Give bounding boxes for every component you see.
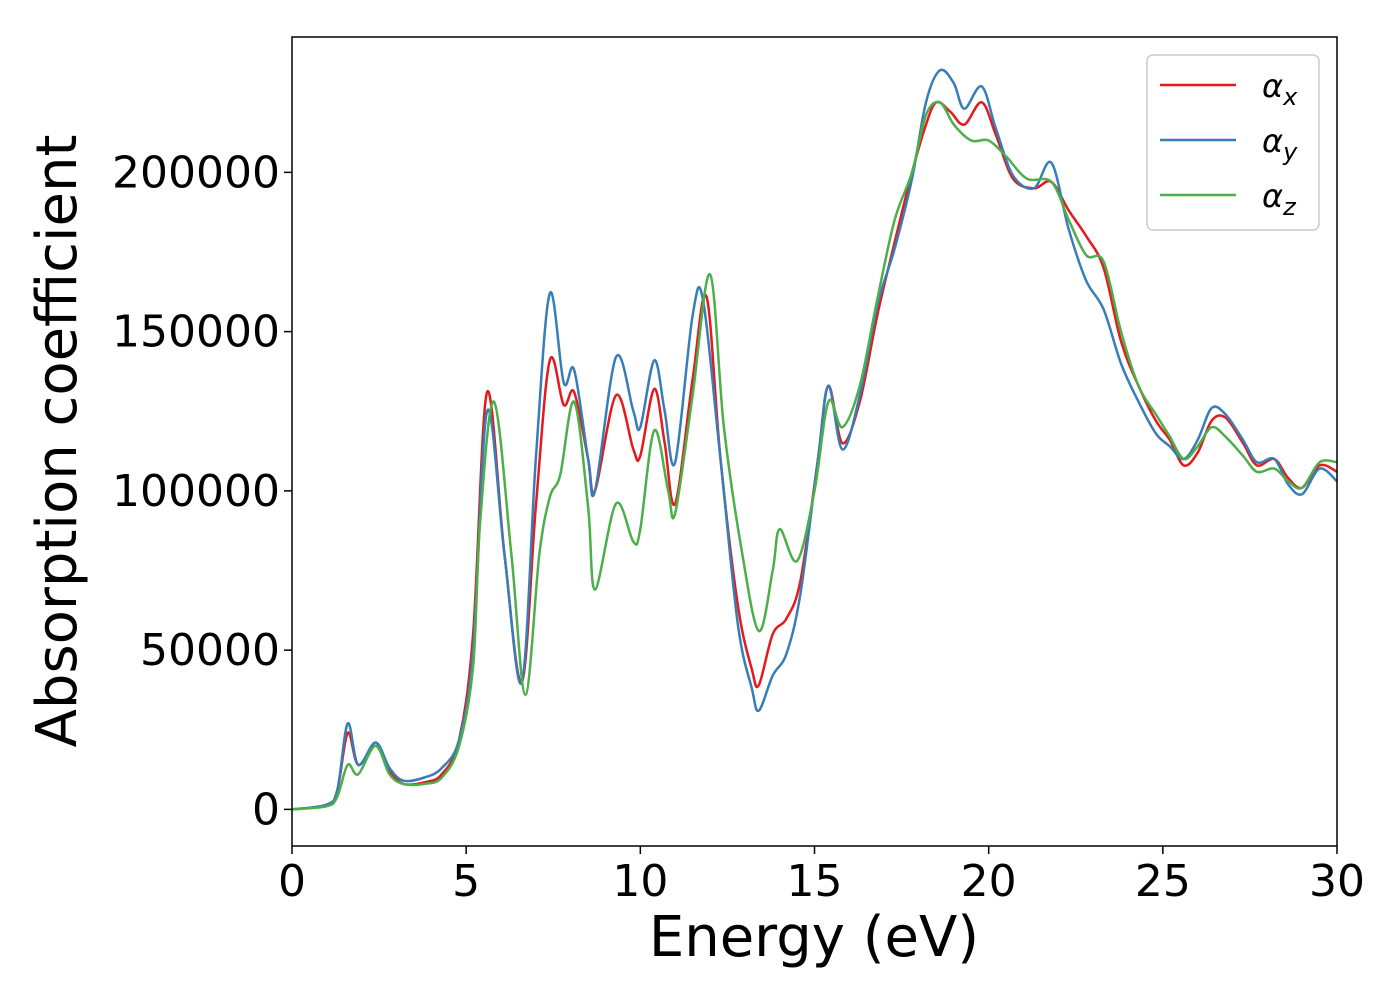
y-tick-label: 200000: [112, 147, 280, 198]
y-axis-ticks: 0 50000 100000 150000 200000: [112, 147, 292, 835]
x-axis-ticks: 0 5 10 15 20 25 30: [278, 846, 1365, 907]
series-line-alpha-y: [291, 68, 1338, 811]
y-tick-label: 150000: [112, 307, 280, 358]
x-tick-label: 5: [452, 856, 480, 907]
y-tick-label: 100000: [112, 466, 280, 517]
series-layer: [291, 68, 1338, 811]
x-tick-label: 10: [612, 856, 668, 907]
x-tick-label: 0: [278, 856, 306, 907]
x-tick-label: 30: [1309, 856, 1365, 907]
y-axis-title: Absorption coefficient: [25, 135, 90, 748]
x-axis-title: Energy (eV): [649, 905, 979, 970]
x-tick-label: 25: [1135, 856, 1191, 907]
legend-label-alpha-y: αy: [1262, 122, 1298, 166]
series-line-alpha-z: [291, 100, 1338, 811]
legend-label-alpha-x: αx: [1262, 67, 1298, 111]
x-tick-label: 20: [961, 856, 1017, 907]
x-tick-label: 15: [787, 856, 843, 907]
y-tick-label: 0: [252, 784, 280, 835]
legend-box: [1146, 54, 1320, 231]
y-tick-label: 50000: [140, 625, 280, 676]
